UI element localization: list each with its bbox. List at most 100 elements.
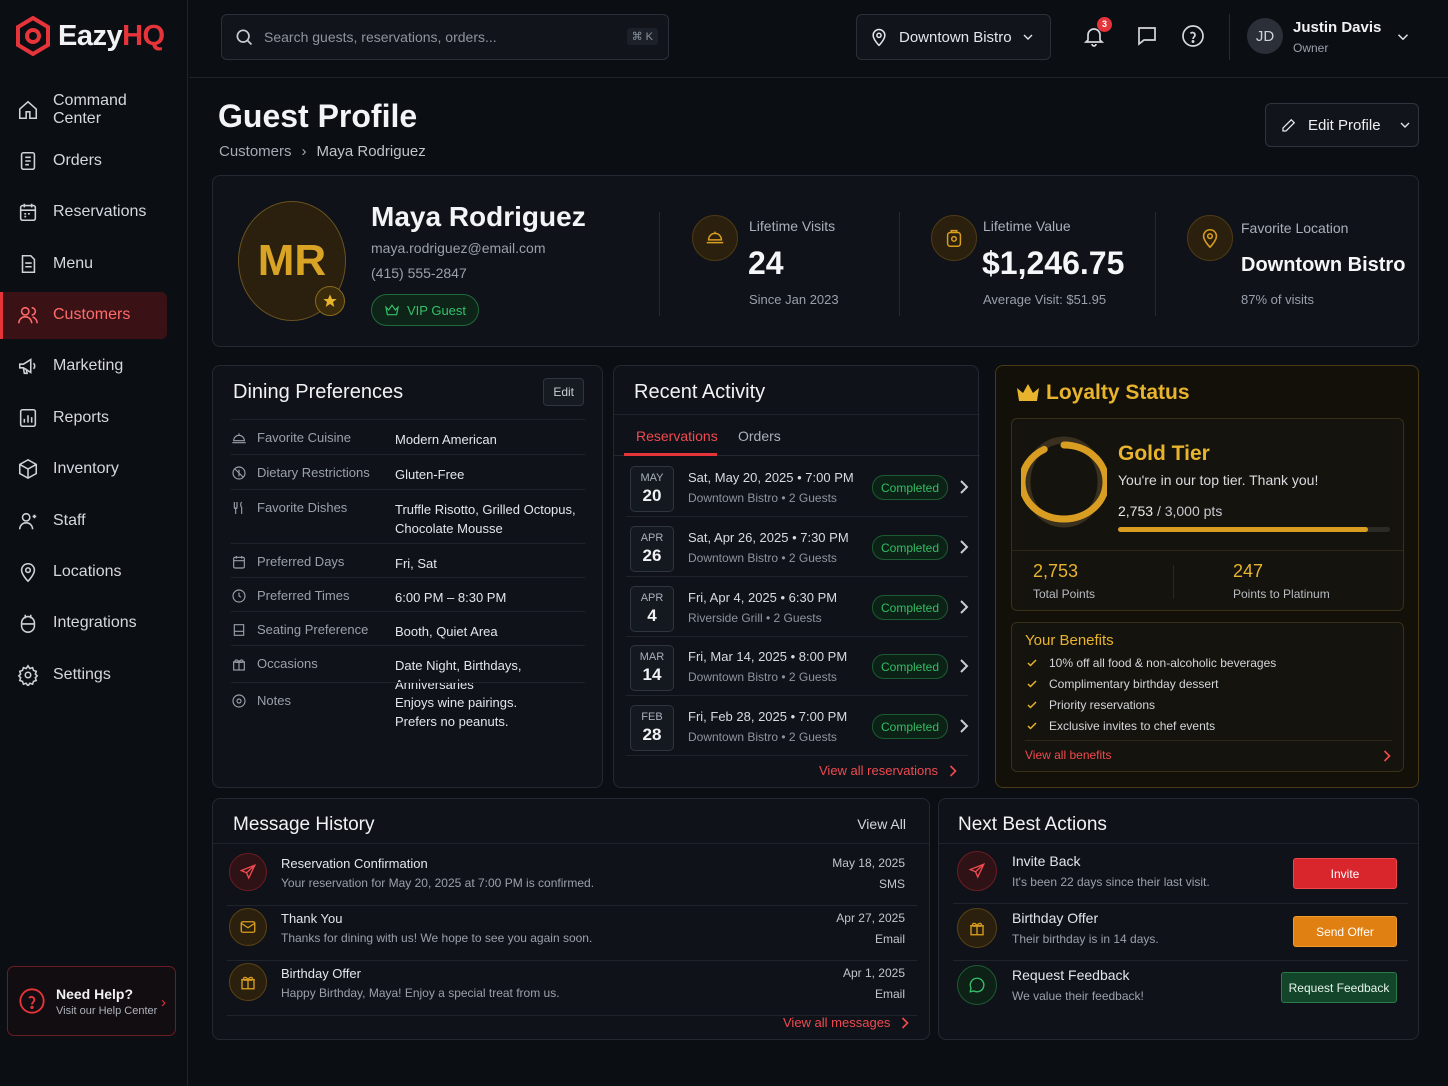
breadcrumb-customers[interactable]: Customers <box>219 143 292 160</box>
reservation-row[interactable]: MAR 14 Fri, Mar 14, 2025 • 8:00 PM Downto… <box>626 638 970 696</box>
location-select[interactable]: Downtown Bistro <box>856 14 1051 60</box>
invite-button[interactable]: Invite <box>1293 858 1397 889</box>
sidebar-item-settings[interactable]: Settings <box>0 651 168 698</box>
dining-preferences-card: Dining Preferences Edit Favorite Cuisine… <box>212 365 603 788</box>
sidebar-item-staff[interactable]: Staff <box>0 497 168 544</box>
sidebar-item-integrations[interactable]: Integrations <box>0 600 168 647</box>
reservation-row[interactable]: APR 4 Fri, Apr 4, 2025 • 6:30 PM Riversid… <box>626 579 970 637</box>
chevron-right-icon: › <box>161 994 166 1011</box>
guest-email[interactable]: maya.rodriguez@email.com <box>371 240 546 256</box>
request-feedback-button[interactable]: Request Feedback <box>1281 972 1397 1003</box>
gift-icon <box>957 908 997 948</box>
divider <box>1025 740 1392 741</box>
divider <box>213 843 929 844</box>
pref-row: Preferred Days Fri, Sat <box>231 543 585 577</box>
sidebar-item-inventory[interactable]: Inventory <box>0 446 168 493</box>
divider <box>1155 212 1156 316</box>
chevron-down-icon[interactable] <box>1394 28 1412 46</box>
reservation-row[interactable]: MAY 20 Sat, May 20, 2025 • 7:00 PM Downto… <box>626 459 970 517</box>
sidebar-nav: Command Center Orders Reservations Menu … <box>0 86 188 703</box>
sidebar-item-menu[interactable]: Menu <box>0 240 168 287</box>
date-month: MAY <box>640 472 664 484</box>
topbar: ⌘ K Downtown Bistro 3 JD Justin Davis Ow… <box>189 0 1448 78</box>
message-row[interactable]: Birthday Offer Happy Birthday, Maya! Enj… <box>227 961 917 1016</box>
reservation-row[interactable]: FEB 28 Fri, Feb 28, 2025 • 7:00 PM Downto… <box>626 698 970 756</box>
view-all-reservations-link[interactable]: View all reservations <box>819 763 958 778</box>
help-card[interactable]: Need Help? Visit our Help Center › <box>7 966 176 1036</box>
sidebar-item-label: Orders <box>53 151 102 169</box>
date-badge: APR 26 <box>630 526 674 572</box>
divider <box>899 212 900 316</box>
logo[interactable]: EazyHQ <box>16 16 165 56</box>
reservation-row[interactable]: APR 26 Sat, Apr 26, 2025 • 7:30 PM Downto… <box>626 519 970 577</box>
page-title: Guest Profile <box>218 98 418 134</box>
guest-phone[interactable]: (415) 555-2847 <box>371 265 467 281</box>
pref-label: Seating Preference <box>257 622 369 637</box>
divider <box>1229 14 1230 60</box>
tier-message: You're in our top tier. Thank you! <box>1118 472 1319 488</box>
view-all-benefits-link[interactable]: View all benefits <box>1025 748 1112 762</box>
chevron-right-icon[interactable] <box>958 599 970 615</box>
logo-icon <box>16 16 50 56</box>
message-date: Apr 27, 2025 <box>836 911 905 925</box>
pencil-icon <box>1282 118 1296 132</box>
chevron-right-icon[interactable] <box>958 718 970 734</box>
date-day: 28 <box>642 725 662 744</box>
message-title: Birthday Offer <box>281 966 361 981</box>
user-name[interactable]: Justin Davis <box>1293 19 1382 36</box>
message-title: Reservation Confirmation <box>281 856 428 871</box>
help-icon[interactable] <box>1181 24 1205 48</box>
sidebar-item-locations[interactable]: Locations <box>0 549 168 596</box>
tab-reservations[interactable]: Reservations <box>636 428 718 444</box>
calendar-icon <box>19 204 37 222</box>
sidebar-item-orders[interactable]: Orders <box>0 137 168 184</box>
message-channel: Email <box>874 932 905 946</box>
bell-icon[interactable] <box>1082 24 1106 48</box>
pref-value: Truffle Risotto, Grilled Octopus, Chocol… <box>395 502 576 536</box>
panel-title: Next Best Actions <box>958 814 1107 835</box>
sidebar-item-customers[interactable]: Customers <box>0 291 167 339</box>
tab-orders[interactable]: Orders <box>738 428 781 444</box>
chevron-right-icon[interactable] <box>958 539 970 555</box>
benefit-text: Exclusive invites to chef events <box>1049 719 1216 733</box>
next-best-actions-card: Next Best Actions Invite Back It's been … <box>938 798 1419 1040</box>
chat-icon[interactable] <box>1135 24 1159 48</box>
users-icon <box>18 306 38 324</box>
sidebar-item-label: Staff <box>53 511 86 529</box>
home-icon <box>18 100 38 119</box>
tier-progress-fill <box>1118 527 1368 532</box>
view-all-messages-link[interactable]: View all messages <box>783 1015 910 1030</box>
sidebar-item-label: Reports <box>53 408 110 426</box>
edit-preferences-button[interactable]: Edit <box>543 378 584 406</box>
sidebar-item-command-center[interactable]: Command Center <box>0 86 168 133</box>
panel-title: Recent Activity <box>634 381 766 403</box>
search-input[interactable] <box>264 29 624 45</box>
loyalty-card: Loyalty Status Gold Tier You're in our t… <box>995 365 1419 788</box>
user-avatar[interactable]: JD <box>1247 18 1283 54</box>
stat-label: Favorite Location <box>1241 220 1349 236</box>
stat-value: 24 <box>748 245 784 281</box>
chevron-right-icon[interactable] <box>958 479 970 495</box>
sidebar-item-reports[interactable]: Reports <box>0 394 168 441</box>
view-all-messages-button[interactable]: View All <box>857 816 906 832</box>
sidebar-item-label: Customers <box>53 306 131 324</box>
edit-profile-button[interactable]: Edit Profile <box>1265 103 1419 147</box>
search-box[interactable]: ⌘ K <box>221 14 669 60</box>
message-channel: SMS <box>878 877 905 891</box>
message-row[interactable]: Thank You Thanks for dining with us! We … <box>227 906 917 961</box>
help-circle-icon <box>19 988 45 1014</box>
sidebar-item-marketing[interactable]: Marketing <box>0 343 168 390</box>
send-offer-button[interactable]: Send Offer <box>1293 916 1397 947</box>
check-icon <box>1027 722 1037 730</box>
sidebar-item-label: Settings <box>53 665 111 683</box>
chevron-right-icon[interactable] <box>1382 749 1392 763</box>
no-wheat-icon <box>232 466 246 480</box>
info-icon <box>232 694 246 708</box>
reservation-datetime: Sat, May 20, 2025 • 7:00 PM <box>688 470 854 485</box>
message-row[interactable]: Reservation Confirmation Your reservatio… <box>227 851 917 906</box>
chevron-right-icon[interactable] <box>958 658 970 674</box>
guest-avatar: MR <box>238 201 346 321</box>
status-badge: Completed <box>872 654 948 679</box>
sidebar-item-reservations[interactable]: Reservations <box>0 189 168 236</box>
reservation-datetime: Sat, Apr 26, 2025 • 7:30 PM <box>688 530 849 545</box>
